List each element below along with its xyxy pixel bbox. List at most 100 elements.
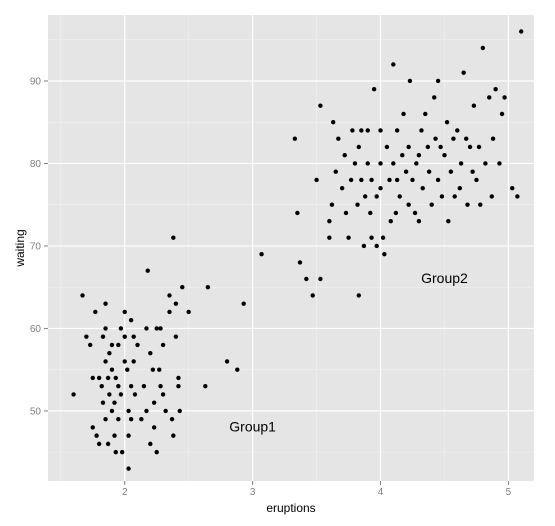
data-point	[103, 326, 107, 330]
data-point	[91, 425, 95, 429]
data-point	[146, 268, 150, 272]
data-point	[350, 128, 354, 132]
data-point	[344, 211, 348, 215]
data-point	[110, 409, 114, 413]
data-point	[433, 137, 437, 141]
data-point	[235, 367, 239, 371]
data-point	[369, 178, 373, 182]
data-point	[126, 466, 130, 470]
data-point	[114, 450, 118, 454]
y-tick-label: 70	[30, 241, 42, 252]
data-point	[353, 161, 357, 165]
data-point	[101, 334, 105, 338]
data-point	[408, 79, 412, 83]
data-point	[406, 145, 410, 149]
data-point	[107, 392, 111, 396]
data-point	[152, 425, 156, 429]
data-point	[114, 376, 118, 380]
data-point	[80, 293, 84, 297]
data-point	[174, 334, 178, 338]
data-point	[88, 343, 92, 347]
data-point	[451, 137, 455, 141]
data-point	[110, 367, 114, 371]
data-point	[478, 202, 482, 206]
data-point	[468, 145, 472, 149]
data-point	[438, 145, 442, 149]
data-point	[502, 95, 506, 99]
y-tick-label: 90	[30, 76, 42, 87]
data-point	[487, 95, 491, 99]
data-point	[340, 186, 344, 190]
data-point	[472, 104, 476, 108]
data-point	[144, 409, 148, 413]
data-point	[158, 326, 162, 330]
data-point	[336, 137, 340, 141]
data-point	[103, 359, 107, 363]
data-point	[171, 235, 175, 239]
data-point	[131, 359, 135, 363]
data-point	[295, 211, 299, 215]
data-point	[414, 161, 418, 165]
data-point	[126, 409, 130, 413]
data-point	[426, 145, 430, 149]
data-point	[395, 178, 399, 182]
x-tick-label: 5	[506, 487, 512, 498]
data-point	[161, 343, 165, 347]
data-point	[378, 128, 382, 132]
data-point	[171, 433, 175, 437]
data-point	[298, 260, 302, 264]
data-point	[366, 161, 370, 165]
data-point	[106, 376, 110, 380]
data-point	[483, 161, 487, 165]
data-point	[366, 128, 370, 132]
data-point	[259, 252, 263, 256]
data-point	[510, 186, 514, 190]
data-point	[400, 153, 404, 157]
data-point	[225, 359, 229, 363]
data-point	[387, 178, 391, 182]
data-point	[519, 29, 523, 33]
data-point	[362, 244, 366, 248]
data-point	[410, 178, 414, 182]
data-point	[155, 450, 159, 454]
data-point	[343, 153, 347, 157]
data-point	[142, 384, 146, 388]
data-point	[129, 384, 133, 388]
x-tick-label: 2	[122, 487, 128, 498]
data-point	[357, 145, 361, 149]
data-point	[93, 310, 97, 314]
data-point	[203, 384, 207, 388]
data-point	[355, 202, 359, 206]
x-tick-label: 4	[378, 487, 384, 498]
data-point	[318, 277, 322, 281]
data-point	[427, 170, 431, 174]
data-point	[126, 433, 130, 437]
data-point	[155, 326, 159, 330]
data-point	[401, 112, 405, 116]
data-point	[369, 235, 373, 239]
data-point	[374, 194, 378, 198]
data-point	[417, 153, 421, 157]
data-point	[497, 161, 501, 165]
data-point	[436, 178, 440, 182]
data-point	[327, 219, 331, 223]
data-point	[101, 400, 105, 404]
data-point	[440, 194, 444, 198]
data-point	[470, 170, 474, 174]
data-point	[112, 433, 116, 437]
data-point	[385, 145, 389, 149]
data-point	[464, 137, 468, 141]
data-point	[180, 285, 184, 289]
data-point	[458, 186, 462, 190]
data-point	[359, 128, 363, 132]
data-point	[304, 277, 308, 281]
data-point	[331, 120, 335, 124]
data-point	[174, 301, 178, 305]
data-point	[119, 392, 123, 396]
data-point	[357, 293, 361, 297]
data-point	[374, 244, 378, 248]
data-point	[368, 211, 372, 215]
data-point	[436, 79, 440, 83]
data-point	[120, 450, 124, 454]
data-point	[459, 161, 463, 165]
